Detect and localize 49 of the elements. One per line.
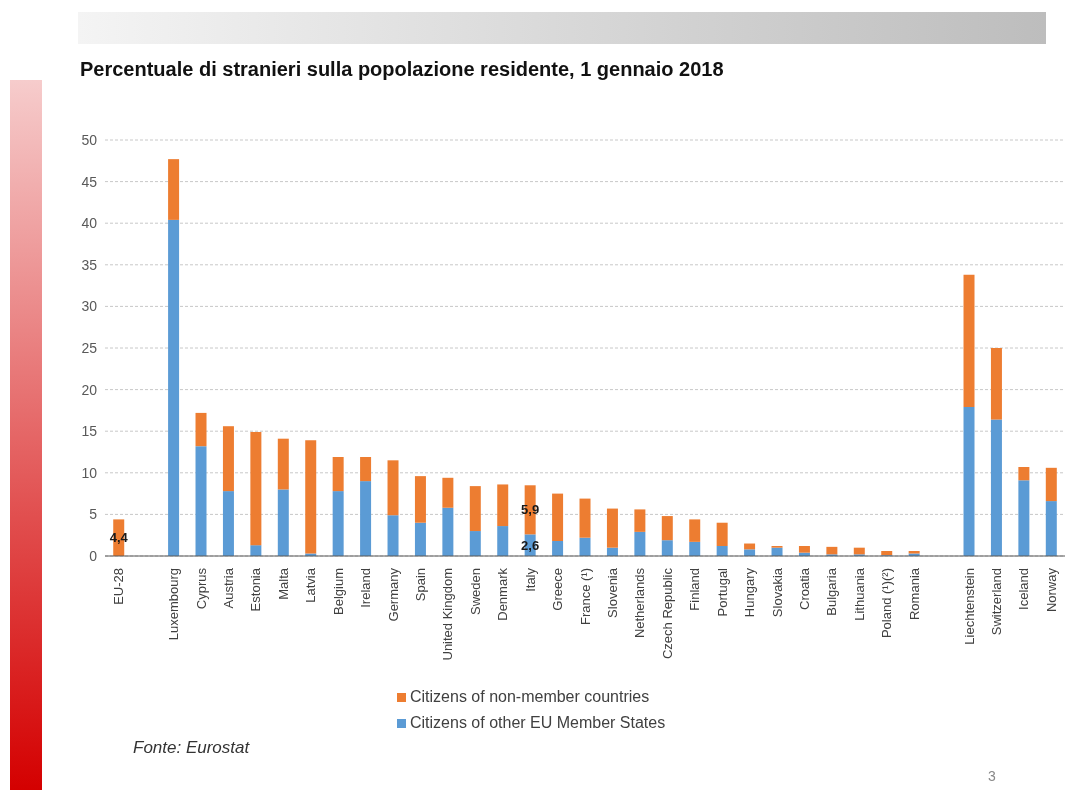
x-tick-label: Liechtenstein <box>961 568 977 645</box>
x-tick-label: Greece <box>550 568 566 611</box>
y-tick-label: 35 <box>81 256 98 273</box>
legend-label: Citizens of other EU Member States <box>410 714 666 732</box>
x-tick-label: Ireland <box>358 568 374 608</box>
x-tick-label: Spain <box>412 568 428 602</box>
x-tick-label: Estonia <box>248 567 264 612</box>
y-tick-label: 0 <box>89 547 98 564</box>
x-tick-label: Romania <box>906 567 922 621</box>
x-tick-label: Malta <box>275 567 291 600</box>
y-tick-label: 20 <box>81 381 98 398</box>
x-tick-label: Czech Republic <box>659 567 675 660</box>
y-tick-label: 45 <box>81 173 98 190</box>
x-tick-label: Hungary <box>742 567 758 618</box>
x-tick-label: Italy <box>522 567 538 592</box>
x-tick-label: Iceland <box>1016 568 1032 610</box>
x-tick-label: Sweden <box>467 568 483 615</box>
x-tick-label: Belgium <box>330 568 346 615</box>
source-note: Fonte: Eurostat <box>133 738 250 758</box>
y-tick-label: 40 <box>81 215 98 232</box>
x-tick-label: Switzerland <box>988 568 1004 636</box>
x-tick-label: Norway <box>1043 567 1059 613</box>
y-tick-label: 25 <box>81 339 98 356</box>
x-tick-label: Latvia <box>303 567 319 603</box>
x-tick-label: Cyprus <box>193 567 209 610</box>
x-tick-label: Croatia <box>796 567 812 610</box>
x-tick-label: Austria <box>220 567 236 609</box>
legend-label: Citizens of non-member countries <box>410 688 650 706</box>
x-tick-label: Slovenia <box>604 567 620 618</box>
x-tick-label: EU-28 <box>111 568 127 605</box>
x-tick-label: Finland <box>687 568 703 611</box>
x-tick-label: Netherlands <box>632 567 648 639</box>
x-tick-label: Poland (¹)(²) <box>879 568 895 639</box>
y-tick-label: 10 <box>81 464 98 481</box>
y-tick-label: 15 <box>81 423 98 440</box>
x-tick-label: Bulgaria <box>824 567 840 616</box>
x-tick-label: Portugal <box>714 567 730 617</box>
x-tick-label: Slovakia <box>769 567 785 618</box>
x-tick-label: Germany <box>385 567 401 622</box>
y-tick-label: 30 <box>81 298 98 315</box>
x-tick-label: France (¹) <box>577 568 593 626</box>
y-tick-label: 50 <box>81 131 98 148</box>
x-tick-label: United Kingdom <box>440 568 456 661</box>
text: 3 <box>988 768 996 784</box>
x-tick-label: Lithuania <box>851 567 867 621</box>
y-tick-label: 5 <box>89 506 98 523</box>
x-tick-label: Denmark <box>495 567 511 621</box>
x-tick-label: Luxembourg <box>166 568 182 641</box>
chart-title: Percentuale di stranieri sulla popolazione residente, 1 gennaio 2018 <box>80 58 724 81</box>
